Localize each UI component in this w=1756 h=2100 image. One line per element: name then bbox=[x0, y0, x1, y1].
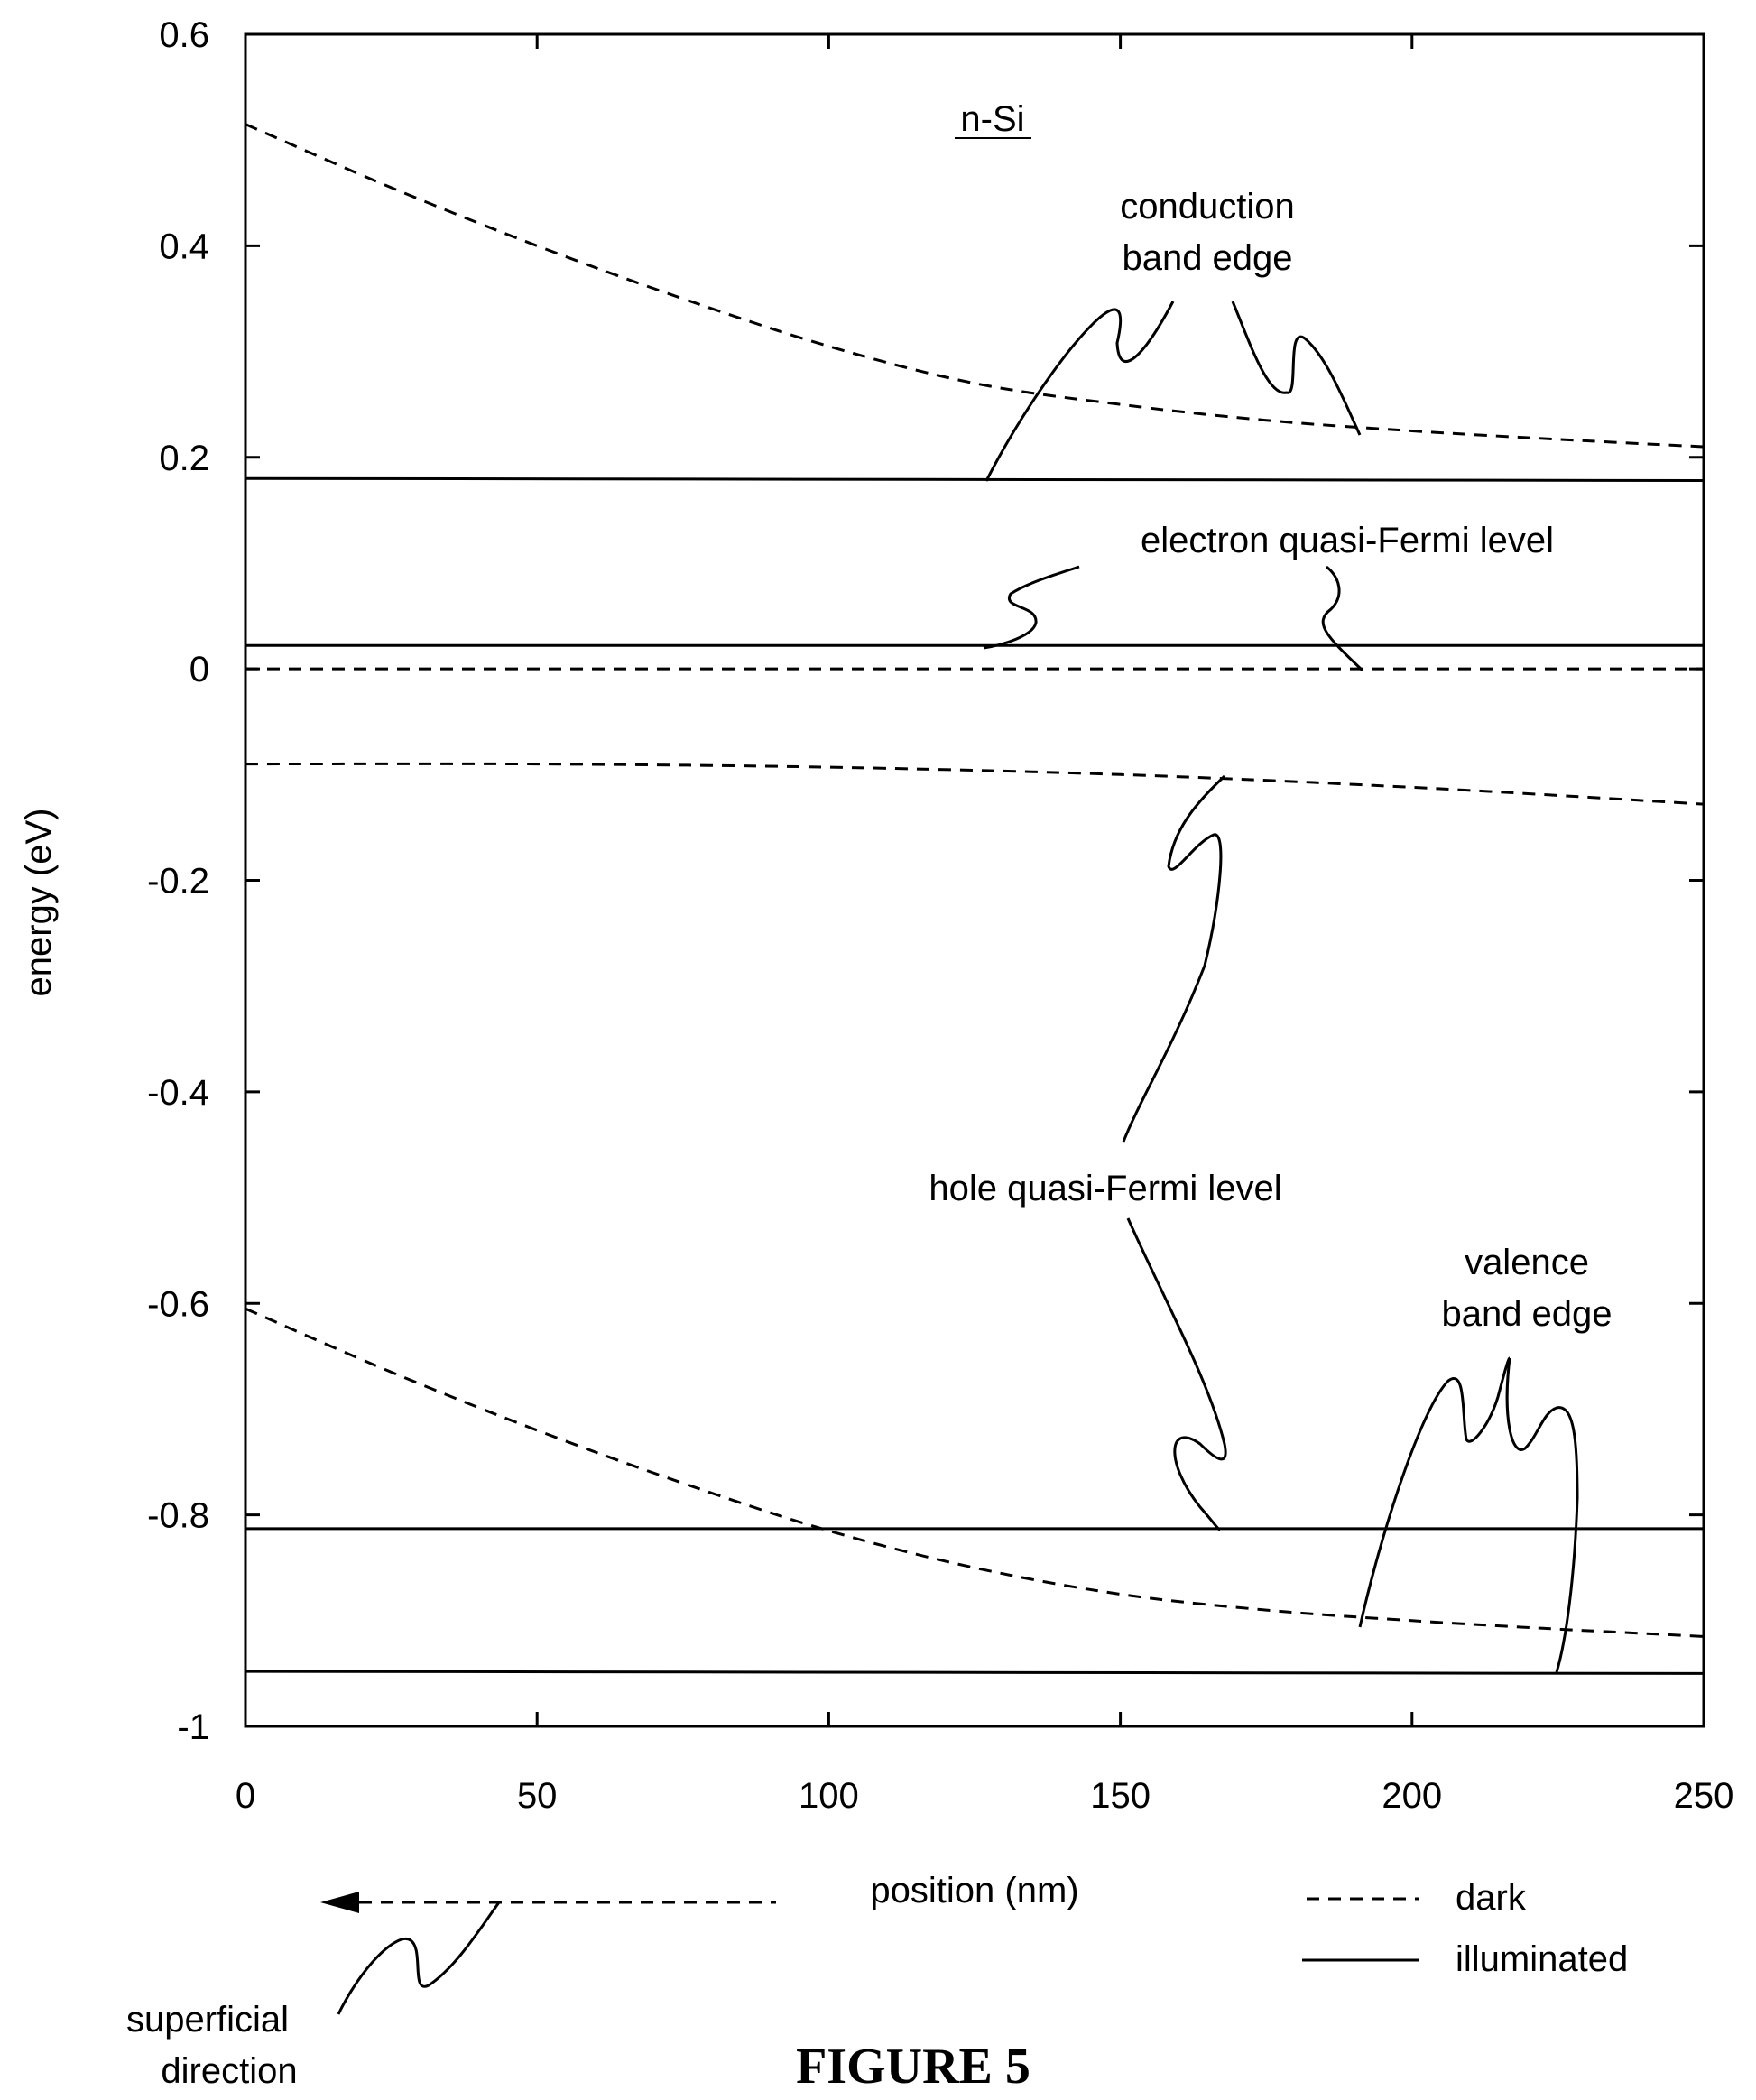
x-tick-label: 50 bbox=[517, 1776, 558, 1816]
y-axis-label: energy (eV) bbox=[19, 809, 59, 997]
electron-qfl-leader-to-dark bbox=[1321, 565, 1364, 672]
x-tick-label: 150 bbox=[1090, 1776, 1151, 1816]
conduction-band-leader-to-illuminated bbox=[984, 301, 1175, 482]
y-tick-label: -0.4 bbox=[147, 1073, 209, 1113]
y-tick-label: 0.6 bbox=[159, 15, 209, 55]
direction-leader bbox=[337, 1901, 501, 2015]
conduction-band-annotation-line1: conduction bbox=[1120, 187, 1294, 227]
legend-illuminated-label: illuminated bbox=[1456, 1939, 1628, 1979]
hole-quasi-fermi-level-dark-line bbox=[245, 762, 1705, 806]
valence-band-edge-illuminated-line bbox=[245, 1670, 1705, 1675]
valence-band-leader-to-illuminated bbox=[1505, 1357, 1579, 1673]
legend: dark illuminated bbox=[1302, 1878, 1628, 1979]
series-layer bbox=[245, 123, 1705, 1675]
y-tick-label: -0.2 bbox=[147, 862, 209, 902]
legend-dark-label: dark bbox=[1456, 1878, 1527, 1918]
y-tick-label: -0.8 bbox=[147, 1496, 209, 1536]
y-tick-label: 0 bbox=[189, 650, 209, 689]
electron-qfl-annotation: electron quasi-Fermi level bbox=[1141, 521, 1554, 560]
direction-label-line2: direction bbox=[161, 2051, 297, 2091]
x-tick-label: 0 bbox=[236, 1776, 255, 1816]
conduction-band-leader-to-dark bbox=[1231, 301, 1362, 436]
hole-qfl-annotation: hole quasi-Fermi level bbox=[929, 1169, 1281, 1208]
x-tick-labels: 0 50 100 150 200 250 bbox=[236, 1776, 1734, 1816]
conduction-band-edge-dark-line bbox=[245, 123, 1705, 449]
x-tick-label: 200 bbox=[1382, 1776, 1442, 1816]
hole-qfl-leader-to-dark bbox=[1122, 774, 1226, 1143]
hole-qfl-leader-to-illuminated bbox=[1126, 1217, 1227, 1531]
valence-band-leader-to-dark bbox=[1358, 1356, 1511, 1628]
valence-band-annotation-line2: band edge bbox=[1441, 1294, 1612, 1334]
axis-ticks bbox=[244, 32, 1705, 1728]
plot-frame bbox=[244, 32, 1705, 1728]
y-tick-label: 0.2 bbox=[159, 439, 209, 478]
y-tick-label: 0.4 bbox=[159, 227, 209, 266]
figure-caption: FIGURE 5 bbox=[796, 2039, 1030, 2095]
direction-arrow-head bbox=[320, 1892, 359, 1913]
material-label: n-Si bbox=[960, 99, 1024, 139]
superficial-direction-indicator: superficial direction bbox=[126, 1892, 776, 2091]
direction-label-line1: superficial bbox=[126, 2000, 289, 2040]
y-tick-label: -0.6 bbox=[147, 1284, 209, 1324]
y-tick-label: -1 bbox=[177, 1707, 209, 1747]
y-tick-labels: 0.6 0.4 0.2 0 -0.2 -0.4 -0.6 -0.8 -1 bbox=[147, 15, 209, 1747]
conduction-band-edge-illuminated-line bbox=[245, 476, 1705, 482]
electron-qfl-leader-to-illuminated bbox=[983, 565, 1080, 650]
x-tick-label: 250 bbox=[1674, 1776, 1734, 1816]
x-axis-label: position (nm) bbox=[870, 1871, 1078, 1910]
x-tick-label: 100 bbox=[799, 1776, 859, 1816]
valence-band-edge-dark-line bbox=[245, 1307, 1705, 1638]
conduction-band-annotation-line2: band edge bbox=[1122, 238, 1292, 278]
valence-band-annotation-line1: valence bbox=[1465, 1243, 1589, 1282]
